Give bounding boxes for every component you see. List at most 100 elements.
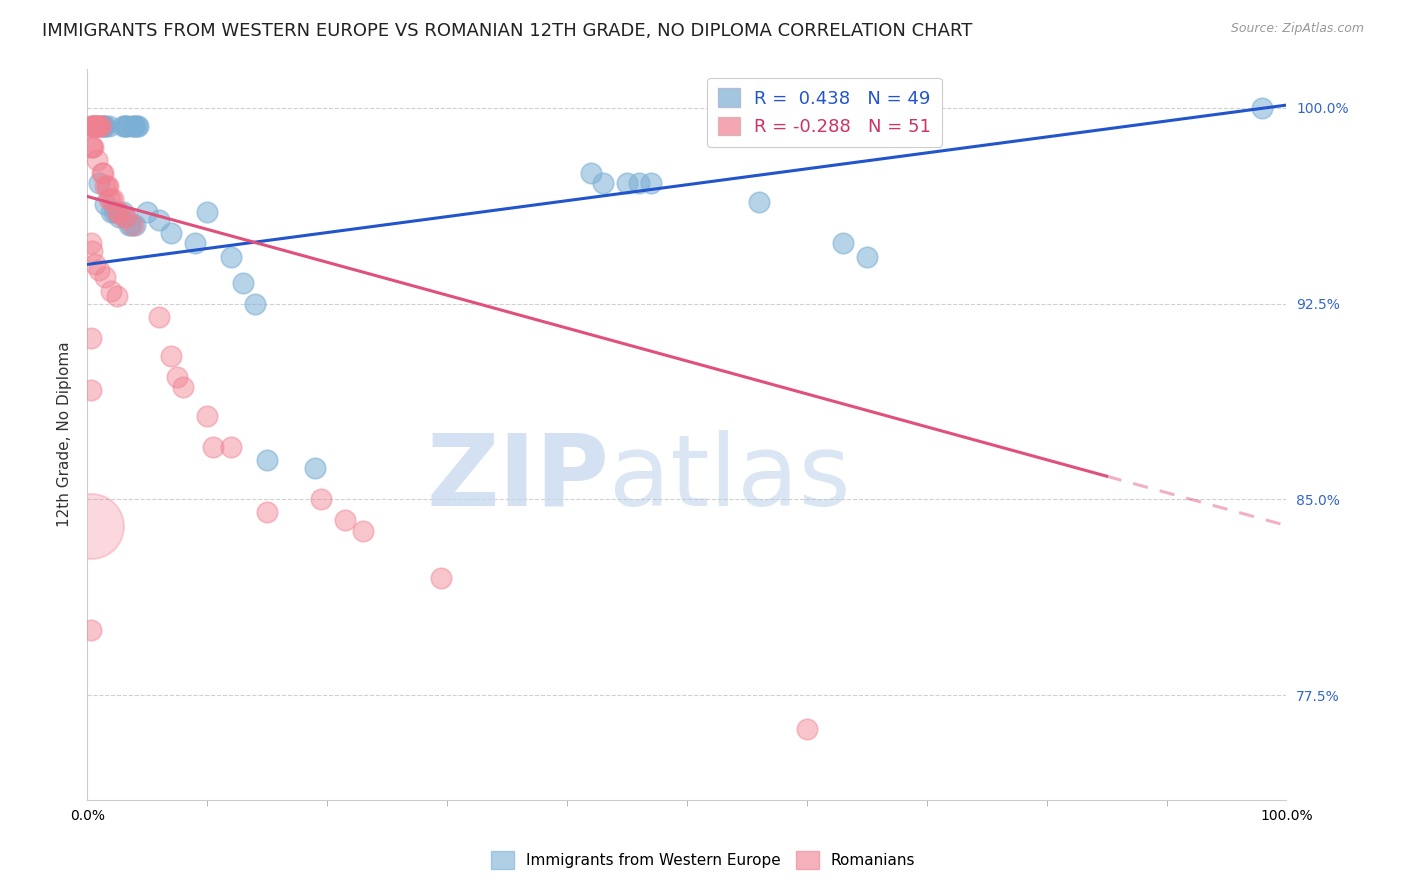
Point <box>184 236 207 251</box>
Point <box>304 461 326 475</box>
Point <box>166 369 188 384</box>
Point <box>94 179 117 194</box>
Point <box>82 119 104 133</box>
Point <box>172 380 194 394</box>
Point <box>245 296 267 310</box>
Point <box>86 153 108 167</box>
Point <box>127 119 149 133</box>
Point <box>856 250 879 264</box>
Point <box>100 192 122 206</box>
Point <box>616 177 638 191</box>
Point <box>335 513 357 527</box>
Point <box>124 119 146 133</box>
Point <box>579 166 602 180</box>
Point <box>91 119 114 133</box>
Point <box>107 211 129 225</box>
Point <box>430 571 453 585</box>
Point <box>90 166 112 180</box>
Point <box>107 205 129 219</box>
Point <box>107 205 129 219</box>
Point <box>221 250 243 264</box>
Point <box>98 192 121 206</box>
Legend: R =  0.438   N = 49, R = -0.288   N = 51: R = 0.438 N = 49, R = -0.288 N = 51 <box>707 78 942 147</box>
Point <box>148 213 170 227</box>
Point <box>796 723 818 737</box>
Point <box>114 211 136 225</box>
Point <box>82 244 104 259</box>
Point <box>118 218 141 232</box>
Point <box>256 506 278 520</box>
Point <box>309 492 332 507</box>
Point <box>115 119 138 133</box>
Point <box>148 310 170 324</box>
Point <box>83 119 105 133</box>
Point <box>114 211 136 225</box>
Point <box>831 236 853 251</box>
Point <box>90 119 112 133</box>
Point <box>232 276 254 290</box>
Point <box>97 179 120 194</box>
Y-axis label: 12th Grade, No Diploma: 12th Grade, No Diploma <box>58 342 72 527</box>
Point <box>94 197 117 211</box>
Point <box>84 119 107 133</box>
Legend: Immigrants from Western Europe, Romanians: Immigrants from Western Europe, Romanian… <box>485 845 921 875</box>
Point <box>80 383 103 397</box>
Point <box>640 177 662 191</box>
Point <box>1251 101 1274 115</box>
Point <box>202 440 225 454</box>
Text: IMMIGRANTS FROM WESTERN EUROPE VS ROMANIAN 12TH GRADE, NO DIPLOMA CORRELATION CH: IMMIGRANTS FROM WESTERN EUROPE VS ROMANI… <box>42 22 973 40</box>
Point <box>160 226 183 240</box>
Point <box>627 177 650 191</box>
Point <box>124 218 146 232</box>
Point <box>103 205 125 219</box>
Point <box>83 257 105 271</box>
Point <box>80 518 103 533</box>
Point <box>107 205 129 219</box>
Point <box>80 623 103 637</box>
Point <box>112 211 135 225</box>
Point <box>80 140 103 154</box>
Point <box>82 140 104 154</box>
Point <box>125 119 148 133</box>
Point <box>112 205 135 219</box>
Point <box>120 218 142 232</box>
Point <box>160 349 183 363</box>
Point <box>122 119 145 133</box>
Point <box>112 119 135 133</box>
Point <box>82 140 104 154</box>
Point <box>352 524 374 538</box>
Point <box>82 119 104 133</box>
Point <box>98 119 121 133</box>
Point <box>136 205 159 219</box>
Point <box>107 289 129 303</box>
Point <box>80 119 103 133</box>
Point <box>122 218 145 232</box>
Point <box>86 119 108 133</box>
Point <box>94 119 117 133</box>
Point <box>82 119 104 133</box>
Point <box>84 119 107 133</box>
Point <box>93 119 115 133</box>
Point <box>96 179 118 194</box>
Point <box>122 119 145 133</box>
Point <box>195 205 218 219</box>
Point <box>748 194 770 209</box>
Point <box>80 236 103 251</box>
Text: Source: ZipAtlas.com: Source: ZipAtlas.com <box>1230 22 1364 36</box>
Text: ZIP: ZIP <box>426 430 609 526</box>
Point <box>87 119 110 133</box>
Point <box>221 440 243 454</box>
Point <box>101 192 124 206</box>
Point <box>83 119 105 133</box>
Point <box>90 119 112 133</box>
Point <box>80 330 103 344</box>
Point <box>89 119 111 133</box>
Point <box>100 284 122 298</box>
Point <box>195 409 218 423</box>
Point <box>91 166 114 180</box>
Point <box>592 177 614 191</box>
Point <box>89 262 111 277</box>
Point <box>114 119 136 133</box>
Point <box>89 177 111 191</box>
Point <box>94 270 117 285</box>
